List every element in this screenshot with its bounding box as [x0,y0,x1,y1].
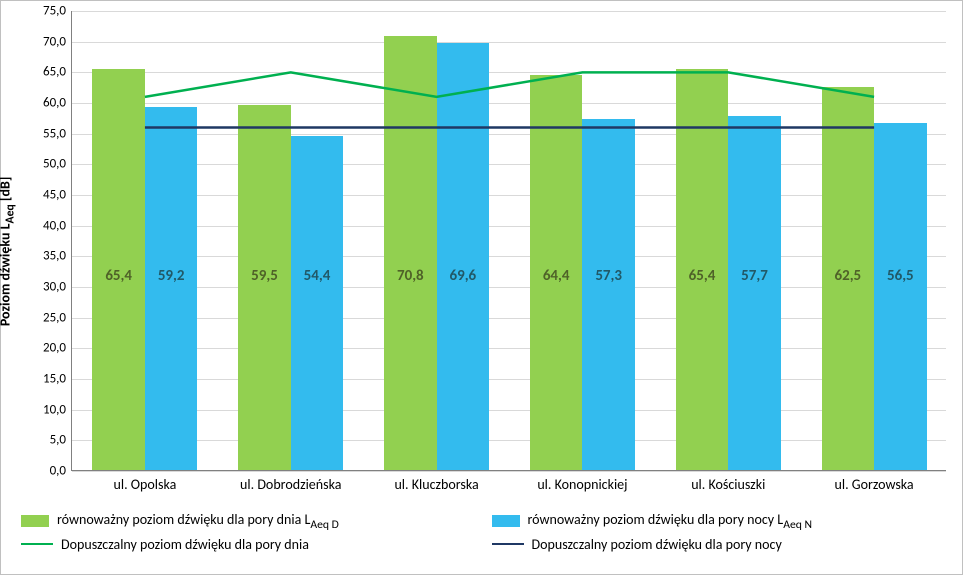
y-tick-label: 30,0 [43,280,72,295]
legend-item: Dopuszczalny poziom dźwięku dla pory noc… [492,536,943,553]
line-series [145,72,874,97]
bar-value-label: 65,4 [689,267,716,285]
grid-line [72,195,946,196]
y-tick-label: 20,0 [43,341,72,356]
bar [145,107,198,470]
y-tick-label: 70,0 [43,34,72,49]
legend-label: Dopuszczalny poziom dźwięku dla pory noc… [532,536,782,553]
y-tick-label: 45,0 [43,188,72,203]
bar-value-label: 57,7 [741,267,768,285]
bar [238,105,291,470]
y-tick-label: 55,0 [43,126,72,141]
bar [291,136,344,470]
bar-value-label: 69,6 [449,267,476,285]
legend-line [492,543,524,545]
x-tick-label: ul. Kościuszki [691,470,765,493]
bar-value-label: 59,2 [158,267,185,285]
y-tick-label: 40,0 [43,218,72,233]
bar-value-label: 62,5 [834,267,861,285]
grid-line [72,226,946,227]
grid-line [72,440,946,441]
bar-value-label: 59,5 [251,267,278,285]
legend-label: równoważny poziom dźwięku dla pory nocy … [528,511,813,532]
legend: równoważny poziom dźwięku dla pory dnia … [21,511,942,553]
bar-value-label: 70,8 [397,267,424,285]
y-tick-label: 60,0 [43,96,72,111]
grid-line [72,42,946,43]
bar-value-label: 54,4 [304,267,331,285]
grid-line [72,379,946,380]
bar [437,43,490,470]
grid-line [72,348,946,349]
bar-value-label: 57,3 [595,267,622,285]
bar [384,36,437,470]
grid-line [72,103,946,104]
legend-label: Dopuszczalny poziom dźwięku dla pory dni… [61,536,309,553]
grid-line [72,11,946,12]
y-tick-label: 50,0 [43,157,72,172]
legend-item: równoważny poziom dźwięku dla pory dnia … [21,511,472,532]
bar [874,123,927,470]
grid-line [72,134,946,135]
x-tick-label: ul. Dobrodzieńska [240,470,341,493]
bar-value-label: 56,5 [887,267,914,285]
x-tick-label: ul. Kluczborska [394,470,478,493]
y-tick-label: 75,0 [43,4,72,19]
legend-item: Dopuszczalny poziom dźwięku dla pory dni… [21,536,472,553]
legend-swatch [492,515,520,527]
bar [728,116,781,470]
legend-item: równoważny poziom dźwięku dla pory nocy … [492,511,943,532]
line-series-layer [72,11,947,471]
grid-line [72,471,946,472]
y-tick-label: 35,0 [43,249,72,264]
legend-swatch [21,515,49,527]
chart-container: 0,0 5,0 10,0 15,0 20,0 25,0 30,0 35,0 40,0 45,0 50… [0,0,963,575]
x-tick-label: ul. Opolska [114,470,177,493]
grid-line [72,164,946,165]
legend-label: równoważny poziom dźwięku dla pory dnia … [57,511,339,532]
y-tick-label: 5,0 [50,433,72,448]
plot-area: 0,05,010,015,020,025,030,035,040,045,050… [71,11,946,471]
x-tick-label: ul. Konopnickiej [537,470,627,493]
y-tick-label: 65,0 [43,65,72,80]
y-tick-label: 0,0 [50,464,72,479]
legend-line [21,543,53,545]
y-tick-label: 15,0 [43,372,72,387]
grid-line [72,410,946,411]
y-tick-label: 10,0 [43,402,72,417]
bar-value-label: 64,4 [543,267,570,285]
y-tick-label: 25,0 [43,310,72,325]
grid-line [72,318,946,319]
grid-line [72,287,946,288]
grid-line [72,72,946,73]
x-tick-label: ul. Gorzowska [835,470,914,493]
bar [582,119,635,470]
bar-value-label: 65,4 [105,267,132,285]
grid-line [72,256,946,257]
